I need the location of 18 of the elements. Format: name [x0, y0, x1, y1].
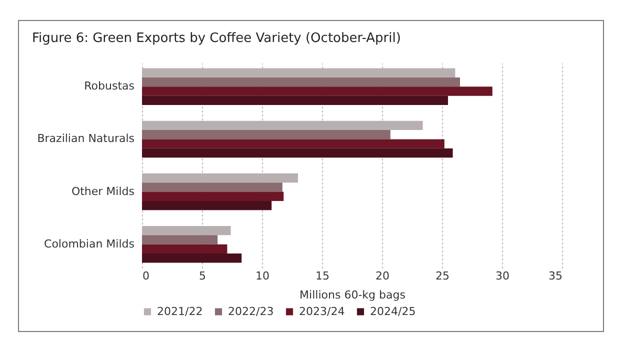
legend-label: 2022/23 [228, 304, 274, 318]
x-tick-label: 35 [548, 270, 562, 282]
y-tick-label: Brazilian Naturals [37, 132, 135, 146]
x-tick-label: 5 [199, 270, 206, 282]
x-tick-label: 15 [316, 270, 330, 282]
x-tick-label: 30 [496, 270, 510, 282]
x-tick-label: 20 [376, 270, 390, 282]
x-tick-label: 10 [256, 270, 270, 282]
x-axis-title: Millions 60-kg bags [300, 288, 406, 302]
chart-title: Figure 6: Green Exports by Coffee Variety (October-April) [32, 31, 401, 46]
y-tick-label: Robustas [84, 80, 135, 93]
x-tick-label: 0 [142, 270, 150, 282]
y-tick-label: Colombian Milds [44, 237, 135, 250]
legend-label: 2023/24 [299, 304, 345, 318]
y-tick-label: Other Milds [71, 184, 135, 198]
legend-label: 2024/25 [370, 304, 416, 318]
legend-label: 2021/22 [157, 304, 203, 318]
x-tick-label: 25 [436, 270, 450, 282]
